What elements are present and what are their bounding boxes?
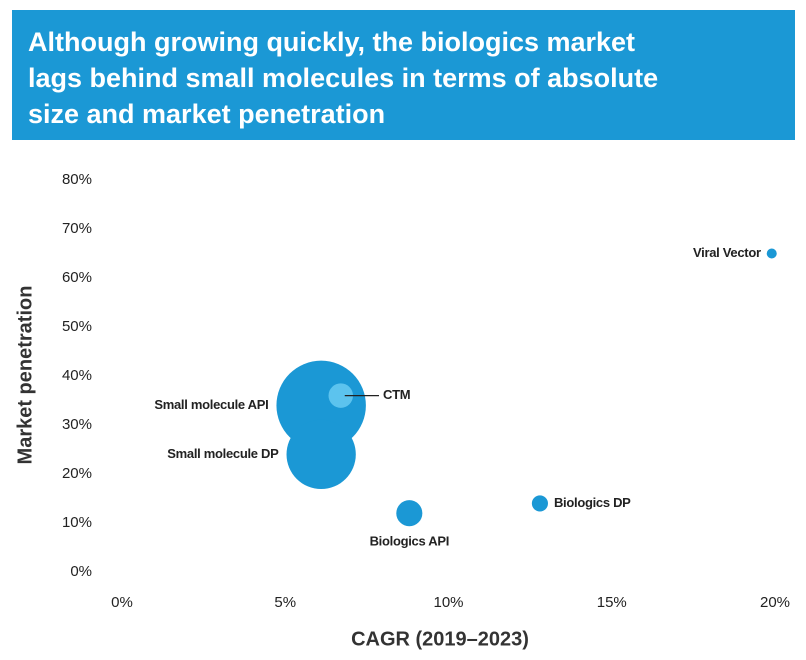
y-tick-label: 40% xyxy=(62,367,92,384)
x-tick-label: 15% xyxy=(597,594,627,611)
y-tick-label: 30% xyxy=(62,416,92,433)
x-tick-label: 20% xyxy=(760,594,790,611)
y-axis-title: Market penetration xyxy=(14,286,36,465)
y-tick-label: 50% xyxy=(62,318,92,335)
point-label: Viral Vector xyxy=(693,245,761,260)
bubble xyxy=(328,383,354,408)
point-label: Biologics DP xyxy=(554,495,631,510)
bubble xyxy=(531,495,548,512)
y-tick-label: 20% xyxy=(62,465,92,482)
y-tick-label: 0% xyxy=(70,563,92,580)
bubble xyxy=(286,419,356,490)
chart-title: Although growing quickly, the biologics … xyxy=(28,27,659,129)
point-label: Small molecule DP xyxy=(167,446,279,461)
y-tick-label: 10% xyxy=(62,514,92,531)
x-tick-label: 5% xyxy=(274,594,296,611)
bubble xyxy=(396,500,423,527)
title-banner: Although growing quickly, the biologics … xyxy=(12,10,795,140)
point-label: Biologics API xyxy=(370,534,449,549)
point-label: Small molecule API xyxy=(154,397,268,412)
y-tick-label: 80% xyxy=(62,171,92,188)
bubble xyxy=(766,248,777,259)
bubble xyxy=(276,360,366,451)
y-tick-label: 70% xyxy=(62,220,92,237)
y-tick-label: 60% xyxy=(62,269,92,286)
x-tick-label: 0% xyxy=(111,594,133,611)
point-label: CTM xyxy=(383,387,410,402)
x-tick-label: 10% xyxy=(433,594,463,611)
x-axis-title: CAGR (2019–2023) xyxy=(351,628,529,650)
